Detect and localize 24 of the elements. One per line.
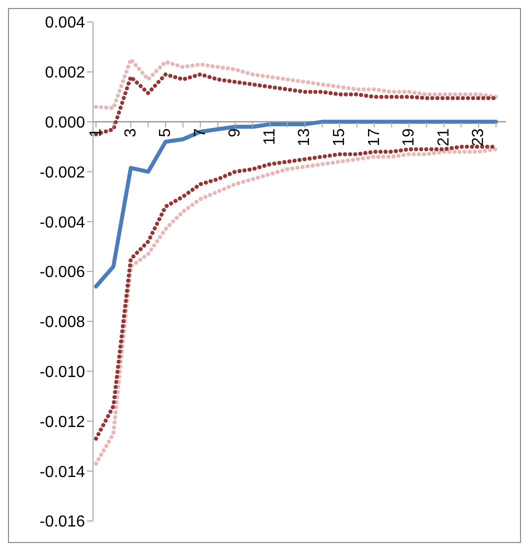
x-tick-label: 9 <box>226 128 244 138</box>
y-tick-label: -0.004 <box>40 214 86 232</box>
x-tick-label: 13 <box>296 128 314 146</box>
x-tick-label: 19 <box>400 128 418 146</box>
x-tick-label: 23 <box>470 128 488 146</box>
x-tick-label: 7 <box>192 128 209 138</box>
y-tick-label: -0.012 <box>40 414 86 431</box>
y-tick-label: 0.004 <box>44 14 86 32</box>
y-tick-label: -0.002 <box>40 164 86 182</box>
x-tick-label: 21 <box>435 128 452 146</box>
y-tick-label: -0.016 <box>40 514 86 531</box>
y-tick-label: -0.006 <box>40 264 86 282</box>
line-series <box>94 57 498 110</box>
y-tick-label: -0.010 <box>40 364 86 381</box>
x-tick-label: 15 <box>330 128 348 146</box>
y-tick-label: -0.014 <box>40 464 86 481</box>
x-tick-label: 17 <box>366 128 383 146</box>
x-tick-label: 5 <box>157 128 174 138</box>
x-tick-label: 1 <box>88 128 104 138</box>
y-tick-label: -0.008 <box>40 314 86 332</box>
x-tick-label: 3 <box>122 128 140 138</box>
y-tick-label: 0.002 <box>44 64 86 82</box>
x-tick-label: 11 <box>261 128 278 146</box>
y-tick-label: 0.000 <box>44 114 86 132</box>
